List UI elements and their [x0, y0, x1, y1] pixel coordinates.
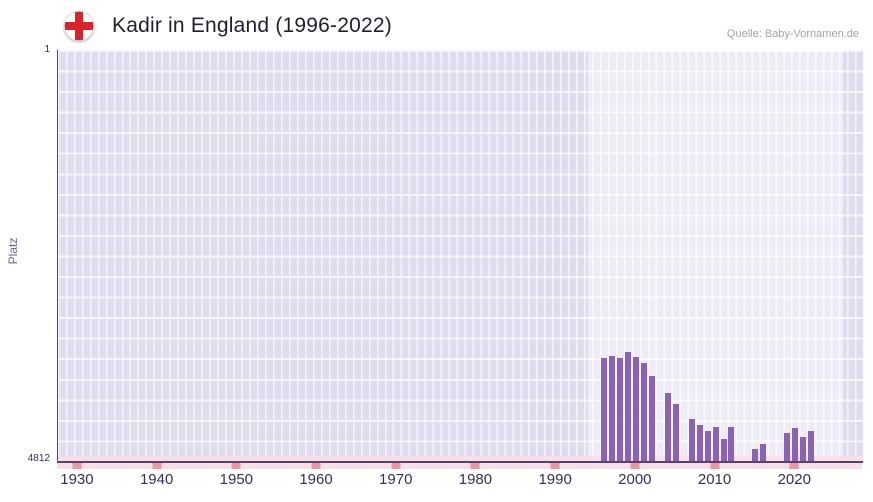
x-tick-label: 1950 [219, 471, 254, 488]
x-tick-label: 2000 [618, 471, 652, 488]
bar-2001[interactable] [640, 363, 647, 461]
plot-area [57, 50, 863, 463]
bar-2007[interactable] [688, 418, 695, 461]
x-tick-label: 1970 [379, 471, 413, 488]
x-axis-labels: 1930 1940 1950 1960 1970 1980 1990 2000 2010 2020 [57, 471, 862, 493]
bar-2020[interactable] [792, 428, 799, 461]
x-tick-label: 2020 [777, 471, 811, 488]
axis-strip-inner [58, 456, 863, 461]
bar-2005[interactable] [672, 404, 679, 461]
x-tick-label: 1940 [139, 471, 174, 488]
bar-2019[interactable] [784, 432, 791, 461]
bar-2022[interactable] [808, 430, 815, 461]
bar-1996[interactable] [600, 358, 607, 461]
axis-strip [57, 463, 862, 469]
decade-mark [710, 463, 720, 469]
decade-mark [630, 463, 640, 469]
bar-2015[interactable] [752, 448, 759, 461]
decade-mark [470, 463, 480, 469]
x-tick-label: 1930 [60, 471, 94, 488]
bar-2009[interactable] [704, 430, 711, 461]
bar-2008[interactable] [696, 424, 703, 461]
decade-mark [152, 463, 162, 469]
bar-2011[interactable] [720, 438, 727, 461]
chart-header: Kadir in England (1996-2022) [60, 4, 392, 48]
y-tick-top: 1 [44, 44, 50, 55]
bar-1999[interactable] [624, 352, 631, 461]
x-tick-label: 2010 [697, 471, 732, 488]
source-credit: Quelle: Baby-Vornamen.de [726, 28, 859, 40]
bar-1998[interactable] [616, 358, 623, 461]
bar-2004[interactable] [664, 392, 671, 461]
bar-2010[interactable] [712, 426, 719, 461]
y-axis-label: Platz [6, 237, 20, 265]
decade-mark [231, 463, 241, 469]
england-flag-icon [63, 10, 95, 42]
bar-2021[interactable] [800, 436, 807, 461]
bar-2012[interactable] [728, 426, 735, 461]
bar-2002[interactable] [648, 376, 655, 461]
decade-mark [789, 463, 799, 469]
x-tick-label: 1960 [299, 471, 333, 488]
decade-mark [311, 463, 321, 469]
bar-2000[interactable] [632, 356, 639, 461]
x-tick-label: 1980 [458, 471, 493, 488]
y-tick-bottom: 4812 [27, 453, 50, 464]
bar-2016[interactable] [760, 443, 767, 461]
bar-1997[interactable] [608, 356, 615, 461]
decade-mark [72, 463, 82, 469]
x-tick-label: 1990 [538, 471, 572, 488]
decade-mark [391, 463, 401, 469]
page-title: Kadir in England (1996-2022) [112, 14, 392, 37]
decade-mark [550, 463, 560, 469]
